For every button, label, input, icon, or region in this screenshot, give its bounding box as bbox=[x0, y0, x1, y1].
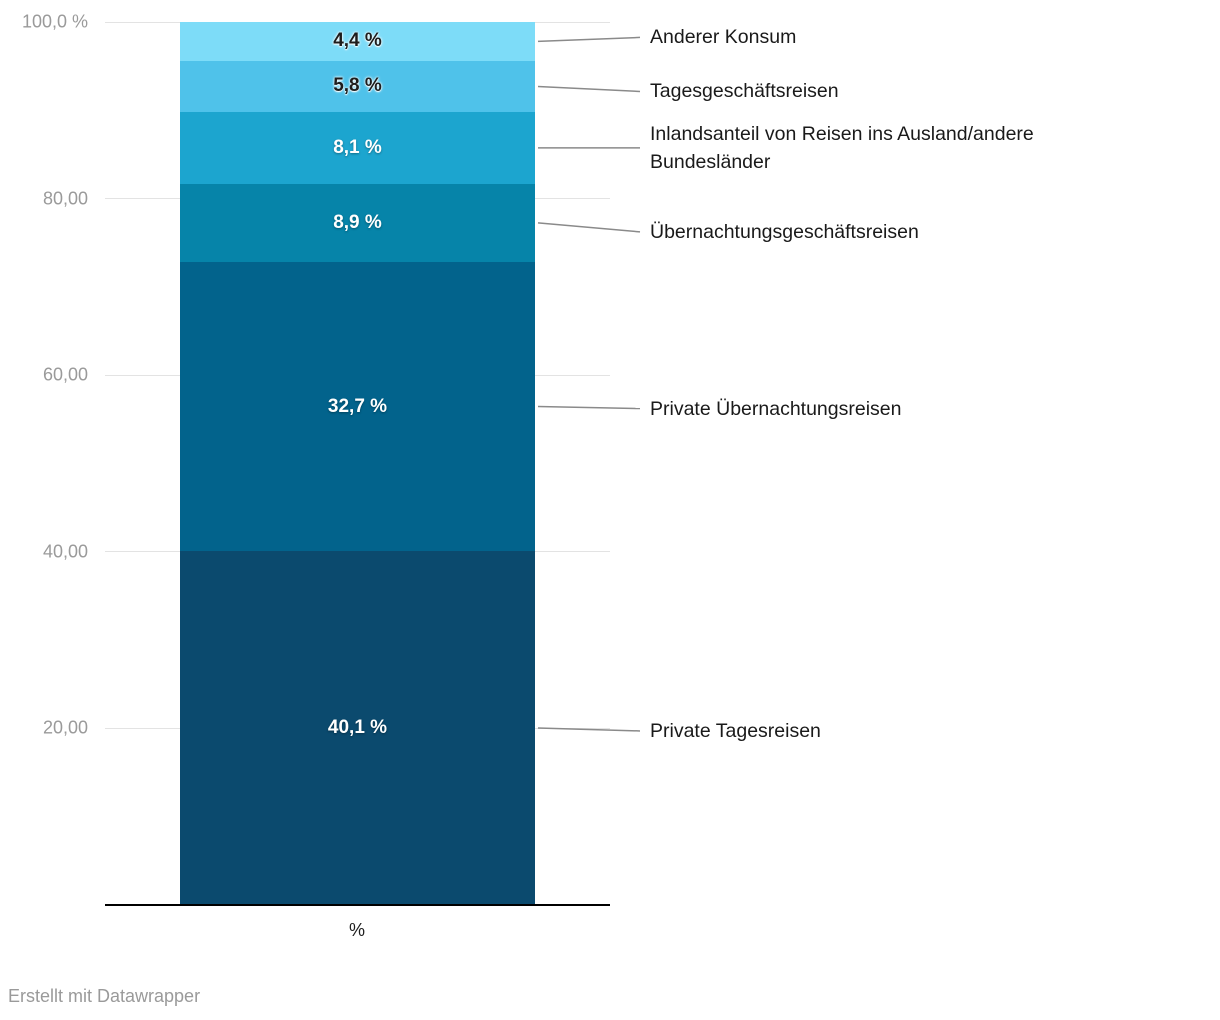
credit-footer: Erstellt mit Datawrapper bbox=[8, 986, 201, 1006]
bar-segment bbox=[180, 183, 535, 263]
x-axis-baseline bbox=[105, 904, 610, 906]
segment-value-label: 8,1 % bbox=[333, 136, 382, 158]
segment-value-label: 40,1 % bbox=[327, 716, 388, 738]
bar-segment bbox=[180, 112, 535, 184]
bar-segment bbox=[180, 60, 535, 113]
series-annotation-label: Private Übernachtungsreisen bbox=[650, 397, 902, 420]
y-tick-label: 80,00 bbox=[42, 188, 88, 209]
x-axis-label: % bbox=[348, 920, 366, 940]
segment-value-label: 8,9 % bbox=[333, 211, 382, 233]
annotation-connector-line bbox=[537, 405, 641, 410]
annotation-connector-line bbox=[537, 222, 641, 233]
segment-value-label: 4,4 % bbox=[333, 30, 382, 52]
series-annotation-label: Inlandsanteil von Reisen ins Ausland/and… bbox=[650, 122, 1034, 173]
y-tick-label: 100,0 % bbox=[21, 11, 88, 32]
y-tick-label: 60,00 bbox=[42, 364, 88, 385]
bar-segment bbox=[180, 550, 535, 905]
series-annotation-label: Anderer Konsum bbox=[650, 26, 797, 49]
bar-segment bbox=[180, 262, 535, 551]
y-tick-label: 40,00 bbox=[42, 541, 88, 562]
series-annotation-label: Private Tagesreisen bbox=[650, 719, 821, 742]
segment-value-label: 32,7 % bbox=[327, 395, 388, 417]
y-tick-label: 20,00 bbox=[42, 717, 88, 738]
annotation-connector-line bbox=[537, 36, 641, 43]
series-annotation-label: Übernachtungsgeschäftsreisen bbox=[650, 220, 919, 243]
segment-value-label: 5,8 % bbox=[333, 75, 382, 97]
series-annotation-label: Tagesgeschäftsreisen bbox=[650, 80, 839, 103]
annotation-connector-line bbox=[537, 85, 641, 93]
bar-segment bbox=[180, 22, 535, 61]
